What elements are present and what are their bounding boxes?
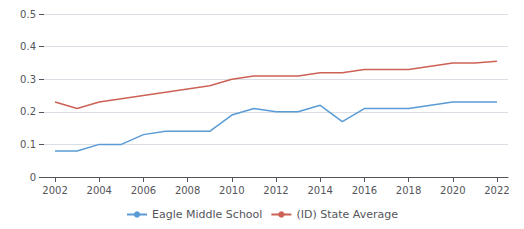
svg-text:2014: 2014: [307, 185, 332, 196]
svg-text:2010: 2010: [219, 185, 244, 196]
svg-text:0.5: 0.5: [20, 9, 36, 20]
svg-text:2008: 2008: [175, 185, 200, 196]
svg-text:2020: 2020: [440, 185, 465, 196]
svg-text:Eagle Middle School: Eagle Middle School: [152, 208, 262, 221]
svg-text:(ID) State Average: (ID) State Average: [296, 208, 398, 221]
svg-text:2022: 2022: [484, 185, 509, 196]
svg-text:2018: 2018: [396, 185, 421, 196]
svg-text:2012: 2012: [263, 185, 288, 196]
svg-text:0: 0: [30, 172, 36, 183]
svg-text:0.3: 0.3: [20, 74, 36, 85]
svg-text:2002: 2002: [42, 185, 67, 196]
svg-text:2004: 2004: [87, 185, 112, 196]
svg-text:0.2: 0.2: [20, 106, 36, 117]
svg-text:2006: 2006: [131, 185, 156, 196]
svg-text:2016: 2016: [352, 185, 377, 196]
svg-text:0.1: 0.1: [20, 139, 36, 150]
svg-text:0.4: 0.4: [20, 41, 36, 52]
